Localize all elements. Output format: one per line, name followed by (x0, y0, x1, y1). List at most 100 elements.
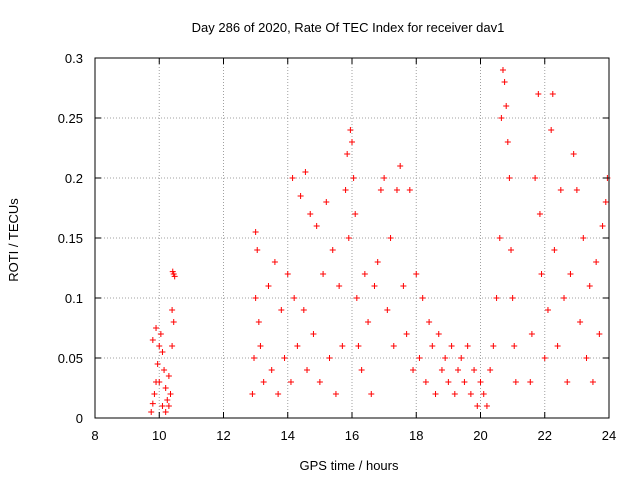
data-point (365, 319, 372, 325)
data-point (508, 247, 515, 253)
data-point (304, 367, 311, 373)
data-point (416, 355, 423, 361)
data-point (406, 187, 413, 193)
data-point (400, 283, 407, 289)
data-point (149, 337, 156, 343)
x-tick-label: 20 (473, 428, 487, 443)
data-point (541, 355, 548, 361)
data-point (275, 391, 282, 397)
data-point (384, 307, 391, 313)
data-point (496, 235, 503, 241)
data-point (464, 343, 471, 349)
data-point (278, 307, 285, 313)
x-tick-label: 24 (602, 428, 616, 443)
data-point (474, 403, 481, 409)
data-point (567, 271, 574, 277)
data-point (429, 343, 436, 349)
data-point (281, 355, 288, 361)
data-point (413, 271, 420, 277)
data-point (548, 127, 555, 133)
data-point (528, 331, 535, 337)
data-point (252, 295, 259, 301)
data-point (164, 397, 171, 403)
data-point (289, 175, 296, 181)
data-point (320, 271, 327, 277)
y-tick-label: 0.05 (58, 351, 83, 366)
data-point (504, 139, 511, 145)
data-point (381, 175, 388, 181)
data-point (159, 403, 166, 409)
data-point (458, 355, 465, 361)
data-point (561, 295, 568, 301)
data-point (586, 283, 593, 289)
data-point (313, 223, 320, 229)
data-point (422, 379, 429, 385)
data-point (538, 271, 545, 277)
data-point (300, 307, 307, 313)
data-point (353, 295, 360, 301)
data-point (287, 379, 294, 385)
data-point (410, 367, 417, 373)
x-axis-label: GPS time / hours (300, 458, 399, 473)
data-point (483, 403, 490, 409)
x-tick-label: 8 (91, 428, 98, 443)
data-point (167, 391, 174, 397)
data-point (527, 379, 534, 385)
data-point (509, 295, 516, 301)
data-point (352, 211, 359, 217)
data-point (426, 319, 433, 325)
data-point (169, 307, 176, 313)
data-point (390, 343, 397, 349)
data-point (347, 127, 354, 133)
data-point (554, 343, 561, 349)
data-point (432, 391, 439, 397)
data-point (297, 193, 304, 199)
data-point (161, 367, 168, 373)
data-point (284, 271, 291, 277)
data-point (503, 103, 510, 109)
data-point (156, 379, 163, 385)
data-point (535, 91, 542, 97)
data-point (593, 259, 600, 265)
data-point (501, 79, 508, 85)
data-point (397, 163, 404, 169)
data-point (573, 187, 580, 193)
data-point (294, 343, 301, 349)
data-point (307, 211, 314, 217)
data-point (169, 268, 176, 275)
data-point (344, 151, 351, 157)
data-point (265, 283, 272, 289)
data-point (498, 115, 505, 121)
data-point (467, 391, 474, 397)
data-point (271, 259, 278, 265)
x-tick-label: 12 (216, 428, 230, 443)
data-point (564, 379, 571, 385)
data-point (487, 367, 494, 373)
data-point (557, 187, 564, 193)
data-point (165, 403, 172, 409)
x-tick-label: 18 (409, 428, 423, 443)
y-tick-label: 0.25 (58, 111, 83, 126)
data-point (323, 199, 330, 205)
data-point (345, 235, 352, 241)
data-point (291, 295, 298, 301)
data-point (451, 391, 458, 397)
y-axis-label: ROTI / TECUs (6, 198, 21, 282)
data-point (499, 67, 506, 73)
data-point (350, 175, 357, 181)
data-point (339, 343, 346, 349)
data-point (316, 379, 323, 385)
data-point (302, 169, 309, 175)
data-point (255, 319, 262, 325)
data-point (154, 361, 161, 367)
data-point (419, 295, 426, 301)
data-point (438, 367, 445, 373)
data-point (544, 307, 551, 313)
data-point (374, 259, 381, 265)
x-axis: 8 10 12 14 16 18 20 22 24 (91, 58, 616, 443)
data-point (506, 175, 513, 181)
data-point (589, 379, 596, 385)
data-point (536, 211, 543, 217)
data-point (477, 379, 484, 385)
